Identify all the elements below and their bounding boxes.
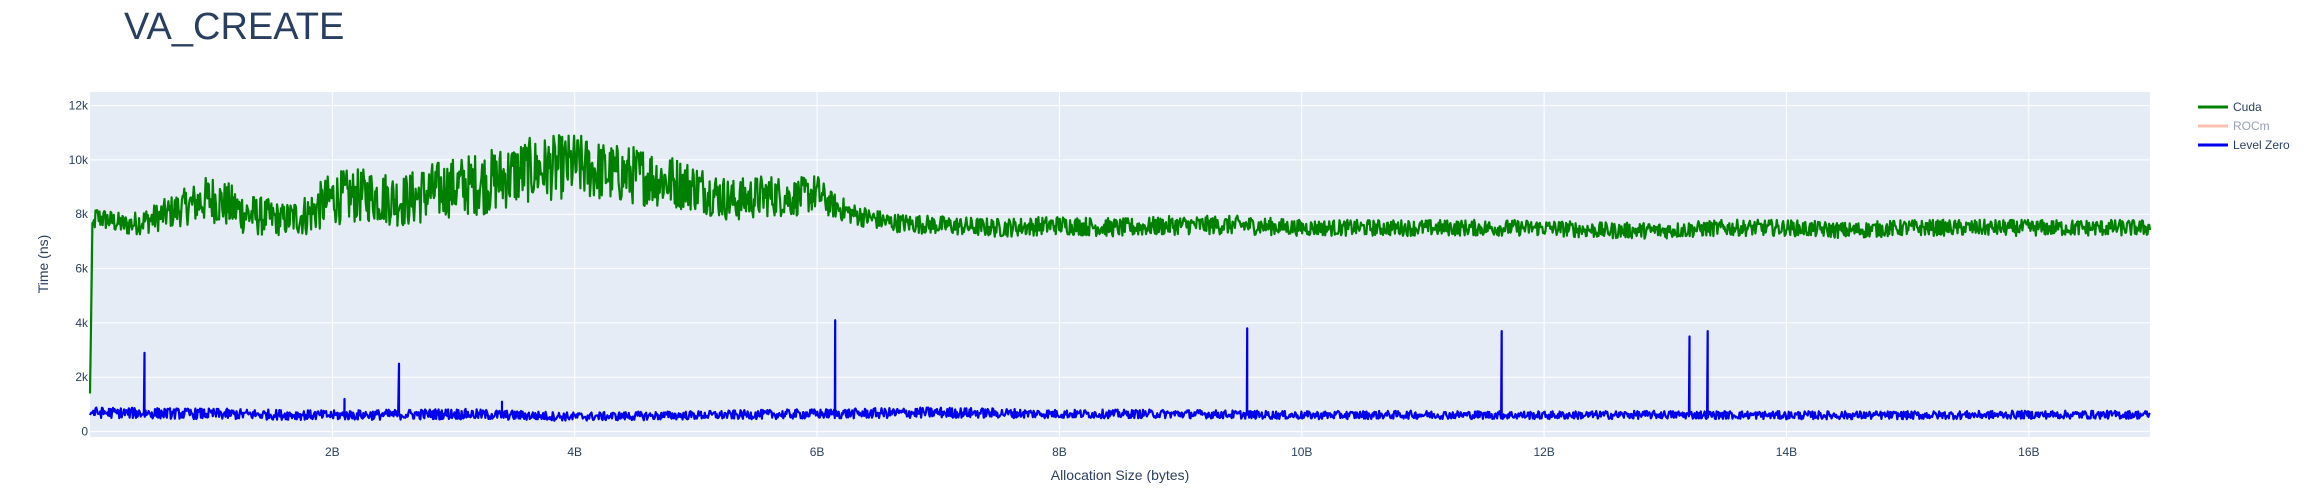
series-line-level-zero	[88, 319, 2151, 422]
y-tick-label: 2k	[75, 370, 89, 384]
x-tick-label: 4B	[567, 445, 582, 459]
y-tick-label: 4k	[75, 316, 89, 330]
x-tick-label: 6B	[810, 445, 825, 459]
x-tick-label: 14B	[1776, 445, 1797, 459]
y-axis-ticks: 0 2k 4k 6k 8k 10k 12k	[69, 99, 89, 439]
plot-background	[90, 92, 2150, 437]
grid-lines	[90, 92, 2150, 437]
series-line-cuda	[88, 134, 2152, 394]
y-tick-label: 6k	[75, 262, 89, 276]
x-tick-label: 10B	[1291, 445, 1312, 459]
x-tick-label: 2B	[325, 445, 340, 459]
y-axis-title: Time (ns)	[35, 235, 51, 294]
y-tick-label: 10k	[69, 153, 89, 167]
x-tick-label: 8B	[1052, 445, 1067, 459]
legend-item-cuda[interactable]: Cuda	[2198, 100, 2262, 114]
x-tick-label: 12B	[1533, 445, 1554, 459]
legend-item-level-zero[interactable]: Level Zero	[2198, 138, 2290, 152]
y-tick-label: 0	[81, 425, 88, 439]
legend-item-rocm[interactable]: ROCm	[2198, 119, 2270, 133]
legend-label: Cuda	[2233, 100, 2262, 114]
chart-title: VA_CREATE	[124, 6, 345, 48]
x-axis-title: Allocation Size (bytes)	[1051, 467, 1190, 483]
series-layer	[88, 134, 2152, 422]
legend[interactable]: Cuda ROCm Level Zero	[2198, 100, 2290, 152]
x-axis-ticks: 2B 4B 6B 8B 10B 12B 14B 16B	[325, 445, 2039, 459]
x-tick-label: 16B	[2018, 445, 2039, 459]
legend-label: Level Zero	[2233, 138, 2290, 152]
y-tick-label: 8k	[75, 207, 89, 221]
y-tick-label: 12k	[69, 99, 89, 113]
legend-label: ROCm	[2233, 119, 2270, 133]
